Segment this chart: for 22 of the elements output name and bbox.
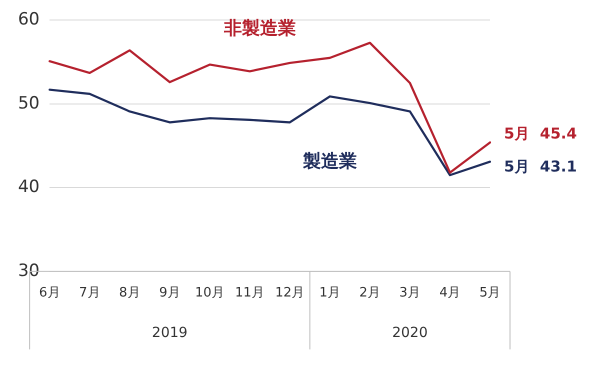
x-tick-label: 5月 <box>479 286 501 301</box>
text: 2019 <box>152 325 188 342</box>
series-label: 製造業 <box>302 151 357 172</box>
y-tick-label: 50 <box>18 93 40 114</box>
x-tick-label: 7月 <box>79 286 100 301</box>
data-label: 5月 43.1 <box>504 158 577 176</box>
x-tick-label: 10月 <box>194 286 225 301</box>
x-tick-label: 6月 <box>38 286 60 301</box>
y-tick-label: 60 <box>18 10 40 30</box>
x-tick-label: 9月 <box>159 286 180 301</box>
x-tick-label: 2月 <box>359 286 381 301</box>
text: 2020 <box>392 325 428 342</box>
x-tick-label: 11月 <box>235 286 265 301</box>
x-tick-label: 12月 <box>275 286 305 301</box>
data-label: 5月 45.4 <box>504 124 577 142</box>
x-tick-label: 1月 <box>319 286 341 301</box>
y-tick-label: 30 <box>18 260 40 281</box>
series-label: 非製造業 <box>222 18 296 39</box>
x-tick-label: 8月 <box>119 286 140 301</box>
y-tick-label: 40 <box>18 177 40 198</box>
x-tick-label: 4月 <box>439 286 461 301</box>
x-tick-label: 3月 <box>399 286 421 301</box>
